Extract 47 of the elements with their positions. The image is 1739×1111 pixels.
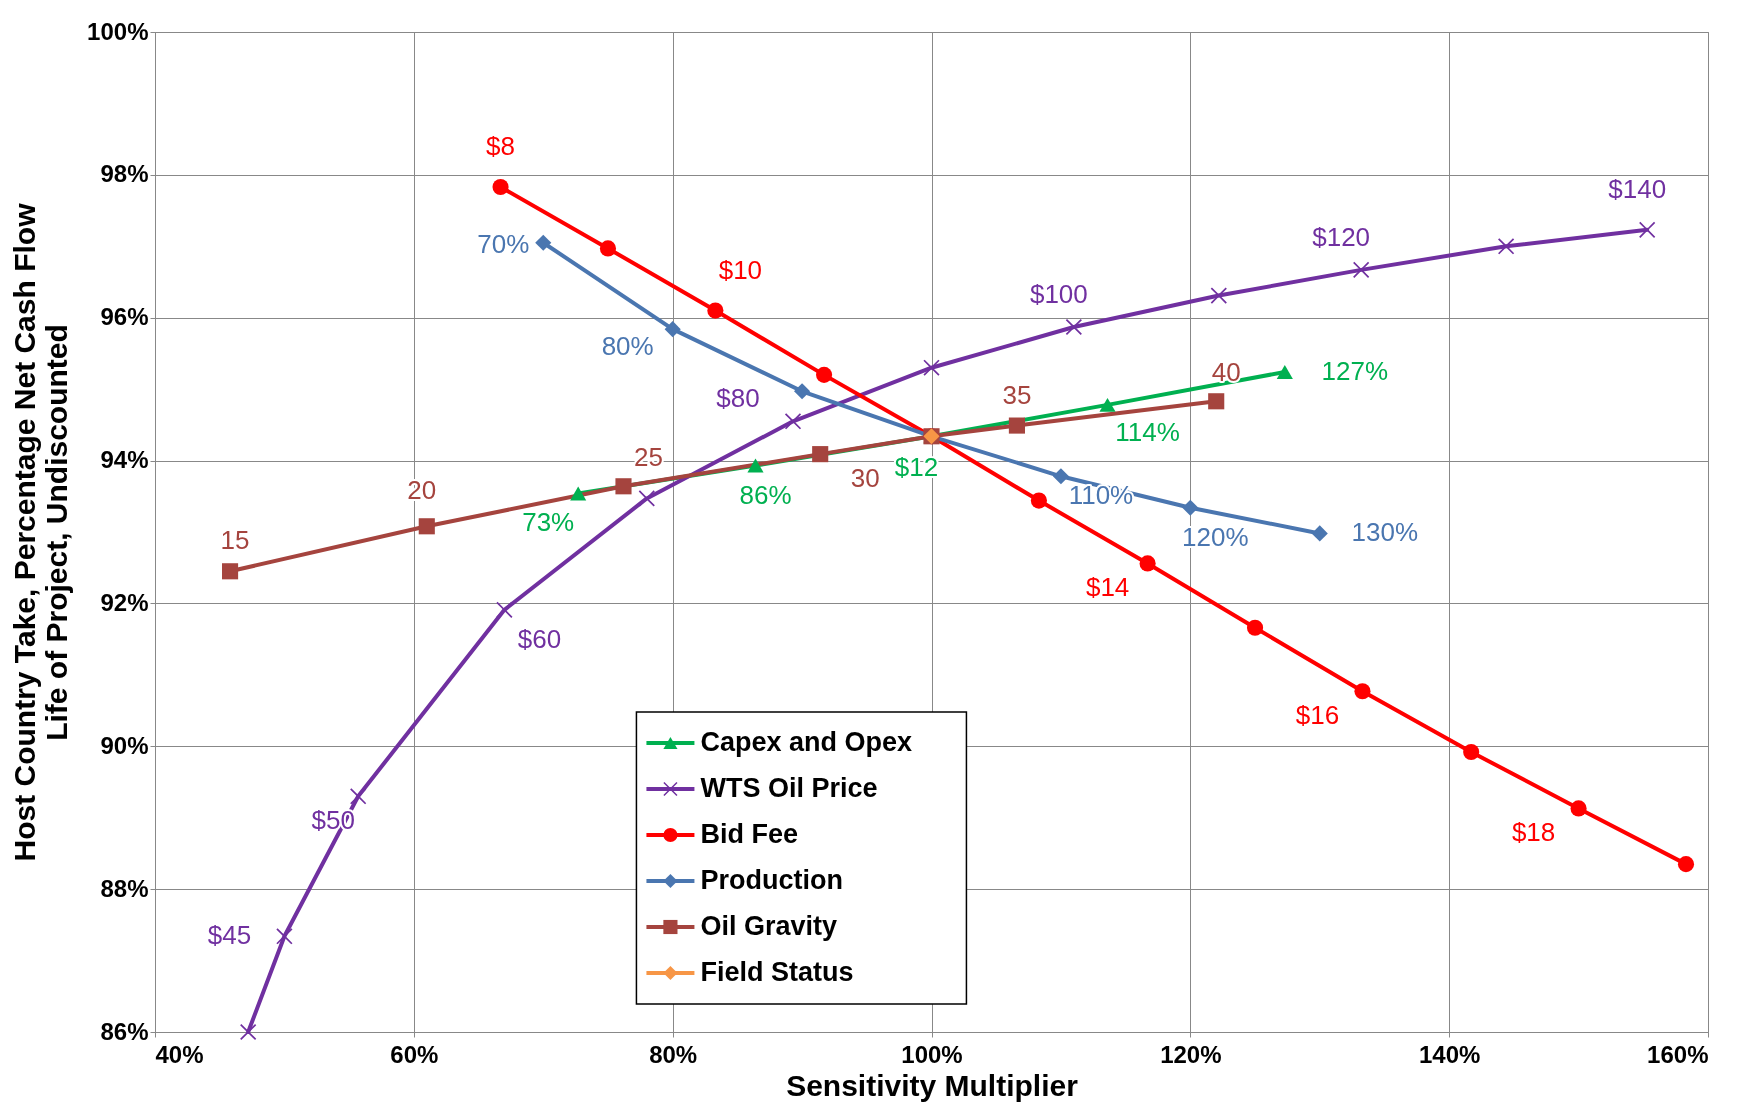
annotation: $45 bbox=[207, 920, 252, 951]
y-tick-label: 92% bbox=[100, 588, 149, 616]
annotation: 30 bbox=[850, 463, 880, 494]
annotation: 73% bbox=[522, 507, 575, 538]
annotation: $14 bbox=[1085, 572, 1130, 603]
annotation: $18 bbox=[1511, 817, 1556, 848]
y-axis-title: Host Country Take, Percentage Net Cash Flow Life of Project, Undiscounted bbox=[8, 202, 74, 862]
annotation: $100 bbox=[1029, 279, 1088, 309]
x-tick-label: 160% bbox=[1647, 1040, 1709, 1068]
annotation: 70% bbox=[477, 228, 530, 259]
annotation: 15 bbox=[220, 525, 250, 556]
y-tick-label: 98% bbox=[100, 160, 149, 188]
annotation: $80 bbox=[716, 383, 760, 414]
annotation: 40 bbox=[1211, 357, 1241, 388]
annotation: 110% bbox=[1068, 480, 1134, 511]
y-tick-label: 96% bbox=[100, 303, 149, 331]
y-tick-label: 86% bbox=[100, 1017, 149, 1045]
annotation: 130% bbox=[1351, 517, 1418, 548]
annotation: 127% bbox=[1321, 356, 1389, 386]
annotation: $60 bbox=[517, 623, 562, 654]
annotation: 114% bbox=[1115, 416, 1180, 447]
annotation: $16 bbox=[1295, 700, 1340, 731]
y-tick-label: 90% bbox=[100, 731, 149, 759]
legend-label: Field Status bbox=[700, 957, 854, 987]
legend-label: Bid Fee bbox=[700, 819, 798, 849]
legend-label: Oil Gravity bbox=[700, 911, 837, 941]
y-tick-label: 88% bbox=[100, 874, 149, 902]
legend-label: WTS Oil Price bbox=[700, 773, 878, 803]
annotation: $120 bbox=[1312, 221, 1371, 252]
x-tick-label: 60% bbox=[390, 1040, 439, 1068]
x-tick-label: 120% bbox=[1160, 1040, 1222, 1068]
legend-label: Capex and Opex bbox=[700, 727, 913, 757]
annotation: $10 bbox=[718, 254, 763, 285]
y-tick-label: 94% bbox=[100, 446, 149, 474]
annotation: $140 bbox=[1608, 173, 1667, 204]
annotation: 86% bbox=[739, 479, 792, 510]
x-tick-label: 40% bbox=[155, 1040, 204, 1068]
x-axis-title: Sensitivity Multiplier bbox=[786, 1068, 1079, 1102]
x-tick-label: 80% bbox=[649, 1040, 698, 1068]
annotation: 80% bbox=[601, 331, 654, 362]
annotation: $12 bbox=[894, 452, 939, 483]
y-tick-label: 100% bbox=[87, 17, 149, 45]
x-tick-label: 140% bbox=[1418, 1040, 1481, 1068]
x-tick-label: 100% bbox=[901, 1040, 963, 1068]
legend-label: Production bbox=[700, 865, 843, 895]
annotation: 35 bbox=[1002, 379, 1032, 410]
annotation: $8 bbox=[486, 131, 515, 161]
